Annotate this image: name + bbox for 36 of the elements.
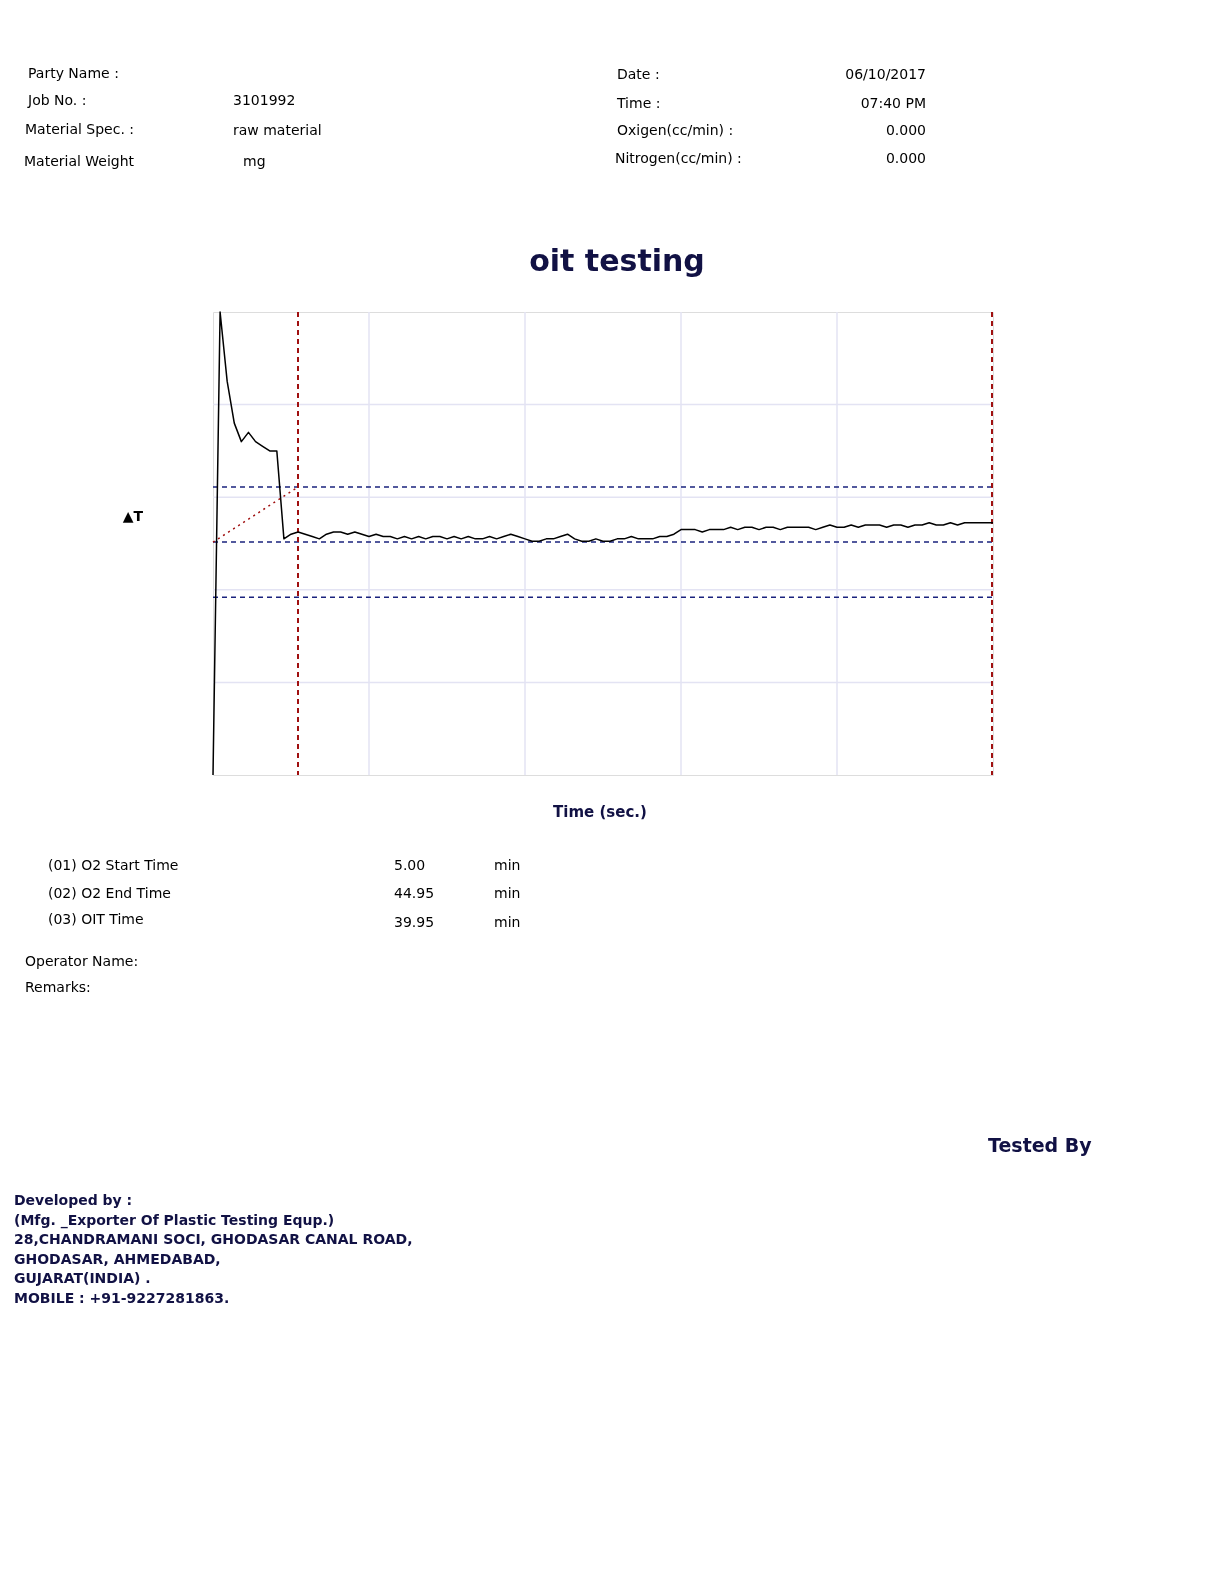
text: GHODASAR, AHMEDABAD, [14, 1250, 221, 1267]
text: Time : [616, 95, 661, 111]
text: Material Spec. : [25, 121, 135, 137]
text: 28,CHANDRAMANI SOCI, GHODASAR CANAL ROAD, [14, 1231, 413, 1247]
text: Job No. : [27, 92, 87, 108]
text: (02) O2 End Time [48, 885, 171, 901]
text: GUJARAT(INDIA) . [14, 1270, 151, 1286]
text: Party Name : [28, 65, 119, 81]
text: Date : [617, 66, 660, 82]
text: 5.00 [394, 857, 426, 873]
text: 07:40 PM [860, 95, 926, 111]
text: Tested By [988, 1134, 1093, 1156]
text: raw material [233, 122, 322, 138]
text: 3101992 [233, 92, 296, 108]
text: 39.95 [394, 914, 435, 930]
text: Operator Name: [25, 953, 139, 969]
text: min [494, 885, 521, 901]
text: 0.000 [885, 150, 926, 166]
text: Material Weight [24, 153, 135, 169]
text: 0.000 [885, 122, 926, 138]
text: Oxigen(cc/min) : [617, 122, 734, 138]
y-axis-title: ▲T [122, 508, 144, 524]
text: (01) O2 Start Time [48, 857, 179, 873]
text: 44.95 [394, 885, 435, 901]
text: 06/10/2017 [845, 66, 926, 82]
text: (03) OIT Time [48, 911, 144, 927]
text: MOBILE : +91-9227281863. [14, 1289, 230, 1306]
text: (Mfg. _Exporter Of Plastic Testing Equp.) [14, 1211, 335, 1229]
text: min [494, 857, 521, 873]
text: Developed by : [14, 1192, 133, 1208]
text: mg [243, 153, 266, 169]
text: min [494, 914, 521, 930]
text: Nitrogen(cc/min) : [615, 150, 742, 166]
x-axis-title: Time (sec.) [553, 803, 647, 821]
chart-title: oit testing [529, 243, 705, 278]
text: Remarks: [25, 979, 91, 995]
